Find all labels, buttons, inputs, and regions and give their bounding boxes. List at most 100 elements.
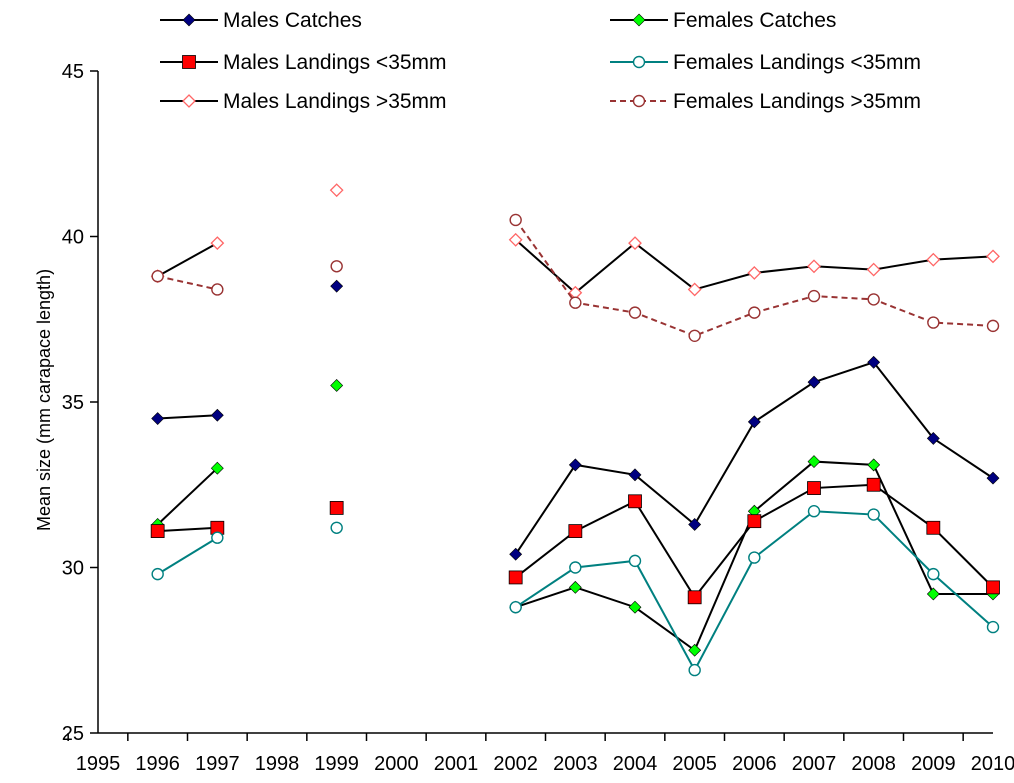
data-point xyxy=(330,279,344,293)
data-point xyxy=(150,524,165,538)
x-tick-label: 2000 xyxy=(374,753,419,775)
data-point xyxy=(927,567,940,581)
legend-item-females-landings-35mm: Females Landings >35mm xyxy=(610,90,921,113)
data-point xyxy=(330,260,343,273)
series-line xyxy=(157,242,218,278)
y-tick-label: 45 xyxy=(62,61,84,83)
data-point xyxy=(867,458,881,472)
data-point xyxy=(151,270,164,283)
data-point xyxy=(508,570,523,585)
data-point xyxy=(628,306,642,319)
data-point xyxy=(509,547,523,561)
y-axis-title: Mean size (mm carapace length) xyxy=(34,269,54,531)
series-layer xyxy=(150,183,1000,677)
data-point xyxy=(867,293,880,306)
data-point xyxy=(211,283,224,296)
data-point xyxy=(927,316,940,329)
x-tick-label: 2006 xyxy=(732,753,777,775)
series-males-catches xyxy=(151,279,1000,561)
x-tick-label: 2008 xyxy=(851,753,896,775)
x-tick-label: 2009 xyxy=(911,753,956,775)
x-tick-label: 1999 xyxy=(314,753,359,775)
series-line xyxy=(157,275,218,291)
data-point xyxy=(748,306,761,319)
data-point xyxy=(926,431,940,445)
data-point xyxy=(210,236,225,251)
x-tick-label: 2002 xyxy=(493,753,538,775)
legend-item-males-landings-35mm: Males Landings <35mm xyxy=(160,51,447,74)
legend-label: Males Landings <35mm xyxy=(223,51,447,74)
legend-marker xyxy=(182,55,196,69)
data-point xyxy=(807,289,821,303)
legend-marker xyxy=(632,94,646,108)
legend-label: Males Catches xyxy=(223,9,362,32)
data-point xyxy=(330,379,344,392)
y-tick-label: 25 xyxy=(62,723,84,745)
legend-marker xyxy=(632,55,646,69)
data-point xyxy=(807,505,821,518)
x-tick-label: 1995 xyxy=(76,753,121,775)
data-point xyxy=(568,524,583,538)
data-point xyxy=(807,259,821,274)
data-point xyxy=(926,252,941,267)
y-tick-label: 35 xyxy=(62,392,84,414)
data-point xyxy=(509,601,522,614)
series-line xyxy=(157,536,218,575)
x-tick-label: 2004 xyxy=(613,753,658,775)
data-point xyxy=(687,590,702,605)
x-tick-label: 2007 xyxy=(792,753,837,775)
data-point xyxy=(807,375,821,389)
data-point xyxy=(329,501,344,515)
data-point xyxy=(688,329,701,342)
data-point xyxy=(568,458,582,472)
legend-item-females-catches: Females Catches xyxy=(610,9,836,32)
data-point xyxy=(688,518,702,531)
legend-item-males-catches: Males Catches xyxy=(160,9,362,32)
data-point xyxy=(329,183,344,198)
x-tick-label: 2003 xyxy=(553,753,598,775)
x-ticks: 1995 1996 1997 1998 1999 2000 2001 2002 2003 2004… xyxy=(67,733,1014,775)
data-point xyxy=(330,521,343,534)
data-point xyxy=(569,296,582,309)
data-point xyxy=(628,468,642,482)
y-ticks: 25 30 35 40 45 xyxy=(62,61,98,745)
data-point xyxy=(747,514,762,529)
x-tick-label: 1996 xyxy=(135,753,180,775)
x-tick-label: 2001 xyxy=(434,753,479,775)
data-point xyxy=(211,531,224,544)
data-point xyxy=(568,580,582,594)
data-point xyxy=(986,471,1000,485)
y-tick-label: 40 xyxy=(62,227,84,249)
legend-label: Females Landings >35mm xyxy=(673,90,921,113)
y-tick-label: 30 xyxy=(62,558,84,580)
data-point xyxy=(628,600,642,614)
data-point xyxy=(926,587,940,601)
data-point xyxy=(807,481,821,495)
data-point xyxy=(867,508,880,521)
data-point xyxy=(151,412,165,425)
x-tick-label: 2010 xyxy=(971,753,1014,775)
legend-label: Females Catches xyxy=(673,9,836,32)
series-males-landings-35mm xyxy=(150,183,1000,300)
data-point xyxy=(747,415,761,429)
legend-marker xyxy=(182,94,196,108)
series-line xyxy=(157,526,218,533)
data-point xyxy=(151,567,164,581)
data-point xyxy=(210,461,224,475)
data-point xyxy=(986,249,1000,264)
legend-label: Females Landings <35mm xyxy=(673,51,921,74)
data-point xyxy=(866,477,881,492)
data-point xyxy=(807,455,821,469)
data-point xyxy=(986,580,1000,595)
data-point xyxy=(688,663,701,677)
x-tick-label: 1997 xyxy=(195,753,240,775)
x-tick-label: 2005 xyxy=(672,753,717,775)
series-line xyxy=(515,483,994,600)
series-males-landings-35mm xyxy=(150,477,1000,605)
series-females-landings-35mm xyxy=(151,505,1000,677)
data-point xyxy=(628,236,642,251)
data-point xyxy=(688,643,702,657)
data-point xyxy=(986,319,1000,333)
data-point xyxy=(926,520,941,535)
